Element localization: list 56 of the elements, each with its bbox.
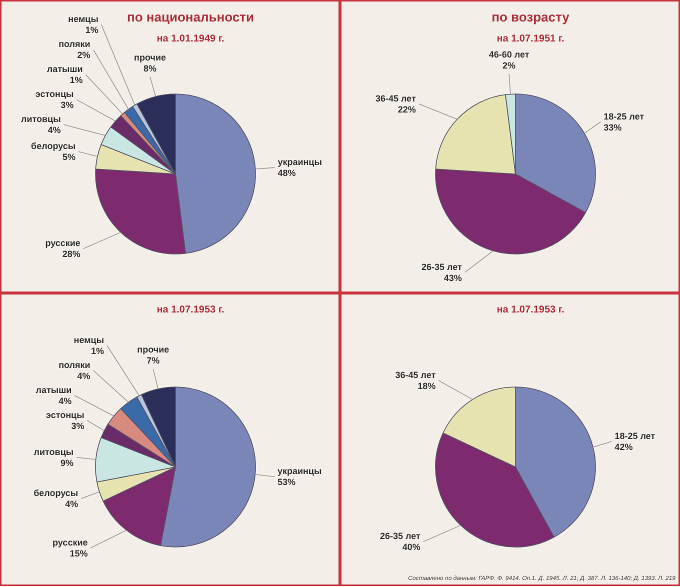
slice-label: 26-35 лет (422, 262, 463, 272)
slice-label: 46-60 лет (488, 49, 530, 60)
slice-label: украинцы (277, 466, 322, 476)
chart-subtitle: на 1.07.1953 г. (496, 304, 565, 316)
data-label: 4% (48, 125, 61, 136)
slice-label: 18-25 лет (614, 431, 656, 442)
data-label: 53% (277, 477, 296, 488)
slice-label: немцы (74, 335, 104, 346)
slice-label: эстонцы (35, 89, 74, 100)
slice-label: белорусы (31, 141, 76, 152)
slice-label: прочие (134, 52, 166, 62)
data-label: 2% (77, 50, 90, 60)
chart-title: по национальности (127, 10, 254, 24)
slice-label: эстонцы (46, 410, 85, 420)
data-label: 7% (146, 356, 160, 366)
slice-label: украинцы (278, 157, 322, 168)
data-label: 28% (62, 249, 80, 260)
data-label: 1% (91, 346, 104, 356)
slice-label: поляки (58, 39, 90, 50)
slice-label: 36-45 лет (395, 370, 436, 380)
slice-label: 18-25 лет (604, 111, 645, 122)
data-label: 2% (502, 60, 516, 70)
data-label: 4% (77, 371, 90, 382)
data-label: 1% (85, 25, 98, 36)
data-label: 48% (278, 168, 296, 178)
chart-title: по возрасту (492, 10, 570, 24)
slice-label: 26-35 лет (380, 531, 421, 542)
slice-label: литовцы (20, 114, 62, 124)
data-label: 22% (398, 104, 416, 114)
data-label: 40% (402, 542, 420, 552)
data-label: 5% (62, 152, 76, 162)
chart-subtitle: на 1.07.1953 г. (156, 304, 225, 316)
data-label: 8% (144, 63, 157, 74)
data-label: 9% (60, 458, 74, 468)
slice-label: литовцы (34, 446, 74, 457)
data-label: 3% (71, 421, 84, 432)
data-label: 33% (604, 122, 622, 132)
text: на 1.01.1949 г. (156, 34, 225, 44)
slice-label: русские (45, 238, 80, 248)
slice-label: поляки (58, 360, 90, 370)
data-label: 18% (418, 381, 436, 392)
data-label: 42% (614, 442, 633, 452)
data-label: 1% (70, 75, 83, 86)
slice-label: 36-45 лет (375, 93, 416, 104)
slice-label: русские (52, 537, 88, 548)
slice-label: прочие (137, 344, 170, 355)
data-label: 15% (70, 548, 88, 558)
chart-subtitle: на 1.07.1951 г. (496, 34, 565, 44)
slice-label: белорусы (34, 488, 78, 498)
slice-label: латыши (46, 64, 83, 74)
data-label: 3% (60, 100, 74, 110)
data-label: 43% (444, 272, 462, 283)
slice-label: латыши (36, 385, 72, 396)
slice-label: немцы (68, 14, 99, 24)
data-label: 4% (58, 396, 72, 406)
data-label: 4% (65, 499, 78, 510)
